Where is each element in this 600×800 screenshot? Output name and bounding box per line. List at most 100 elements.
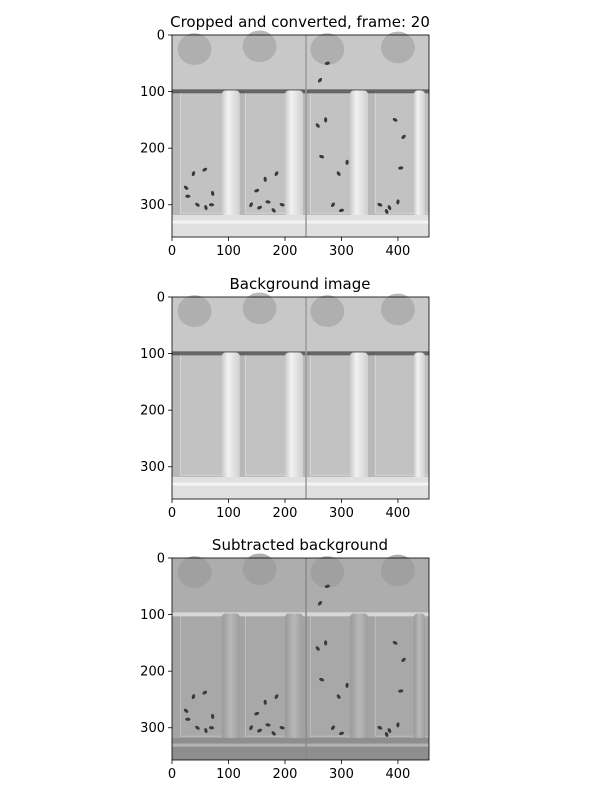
x-tick-label: 100	[216, 767, 241, 782]
fly-mark	[338, 731, 344, 736]
rack-base	[172, 214, 429, 237]
frame-seam	[305, 297, 307, 499]
fly-mark	[257, 728, 262, 733]
fly-mark	[279, 726, 285, 730]
x-tick-label: 300	[329, 767, 354, 782]
tube-cap	[177, 33, 212, 65]
fly-mark	[204, 728, 208, 734]
y-tick-label: 200	[140, 404, 165, 419]
fly-mark	[401, 657, 406, 662]
panel-subtracted: Subtracted background 0 100 200 300 400 0 100…	[140, 536, 430, 782]
rack-post	[413, 613, 426, 742]
fly-mark	[183, 185, 189, 190]
fly-mark	[345, 159, 349, 165]
fly-mark	[195, 725, 200, 730]
base-edge	[172, 482, 429, 486]
x-tick-label: 0	[168, 506, 176, 521]
tube-cap	[310, 33, 345, 65]
fly-mark	[387, 205, 392, 210]
fly-mark	[384, 209, 389, 215]
fly-mark	[257, 205, 262, 210]
panel-title: Cropped and converted, frame: 20	[170, 13, 430, 31]
y-axis: 0 100 200 300	[140, 29, 172, 213]
x-tick-label: 200	[273, 506, 298, 521]
y-tick-label: 200	[140, 665, 165, 680]
fly-mark	[324, 61, 330, 65]
x-tick-label: 0	[168, 244, 176, 259]
y-tick-label: 100	[140, 85, 165, 100]
y-tick-label: 0	[157, 552, 165, 567]
fly-mark	[271, 208, 276, 213]
x-tick-label: 400	[386, 506, 411, 521]
fly-mark	[208, 203, 215, 207]
fly-mark	[211, 713, 215, 720]
y-tick-label: 100	[140, 608, 165, 623]
tube-cap	[242, 30, 277, 63]
image-area	[171, 30, 430, 238]
x-tick-label: 200	[273, 244, 298, 259]
x-tick-label: 300	[329, 506, 354, 521]
fly-mark	[319, 677, 325, 682]
y-tick-label: 100	[140, 347, 165, 362]
x-tick-label: 0	[168, 767, 176, 782]
fly-mark	[191, 694, 196, 700]
y-tick-label: 0	[157, 291, 165, 306]
fly-mark	[265, 200, 271, 204]
frame-seam	[305, 558, 307, 760]
rack-post	[349, 352, 368, 481]
x-tick-label: 400	[386, 767, 411, 782]
panel-background: Background image 0 100 200 300 400 0 100 200 30…	[140, 275, 430, 521]
tube-cap	[242, 292, 277, 325]
fly-mark	[315, 646, 320, 651]
fly-mark	[202, 690, 208, 695]
fly-mark	[398, 166, 404, 170]
x-tick-label: 300	[329, 244, 354, 259]
rack-post	[284, 90, 304, 219]
fly-mark	[274, 171, 279, 177]
fly-mark	[377, 202, 383, 207]
fly-mark	[345, 682, 349, 688]
fly-mark	[249, 725, 253, 731]
fly-mark	[191, 171, 196, 177]
rack-post	[221, 352, 240, 481]
panel-title: Background image	[230, 275, 371, 293]
axes-frame	[171, 557, 430, 761]
fly-mark	[392, 640, 398, 645]
x-tick-label: 100	[216, 506, 241, 521]
fly-mark	[279, 203, 285, 207]
fly-mark	[317, 78, 323, 83]
x-axis: 0 100 200 300 400	[168, 760, 410, 782]
fly-mark	[398, 689, 404, 693]
axes-frame	[171, 34, 430, 238]
panel-title: Subtracted background	[212, 536, 388, 554]
fly-mark	[263, 176, 267, 182]
fly-mark	[274, 694, 279, 700]
fly-mark	[265, 723, 271, 727]
fly-mark	[319, 154, 325, 159]
base-edge	[172, 743, 429, 747]
tube-cap	[177, 556, 212, 588]
rack-post	[284, 352, 304, 481]
x-axis: 0 100 200 300 400	[168, 237, 410, 259]
fly-mark	[377, 725, 383, 730]
y-tick-label: 300	[140, 460, 165, 475]
fly-mark	[263, 699, 267, 705]
fly-mark	[384, 732, 389, 738]
fly-mark	[254, 711, 260, 716]
x-tick-label: 100	[216, 244, 241, 259]
fly-mark	[254, 188, 260, 193]
fly-mark	[396, 199, 400, 205]
image-area	[171, 292, 430, 500]
fly-mark	[204, 205, 208, 211]
fly-mark	[387, 728, 392, 733]
rack-post	[221, 90, 240, 219]
fly-mark	[324, 640, 328, 646]
fly-mark	[396, 722, 400, 728]
rack-post	[221, 613, 240, 742]
tube-cap	[380, 554, 415, 587]
tube-cap	[310, 556, 345, 588]
fly-mark	[183, 708, 189, 713]
rack-post	[413, 352, 426, 481]
fly-mark	[338, 208, 344, 213]
